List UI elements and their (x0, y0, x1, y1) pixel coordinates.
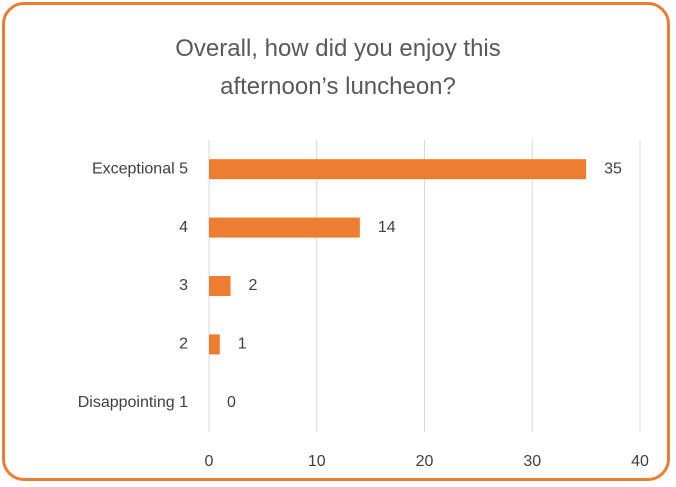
y-tick-label: Disappointing 1 (78, 394, 188, 411)
x-tick-label: 30 (523, 453, 541, 470)
bar (209, 334, 220, 355)
bar (209, 159, 587, 180)
x-tick-label: 20 (416, 453, 434, 470)
data-label: 0 (227, 394, 236, 411)
y-tick-label: 3 (179, 277, 188, 294)
bar (209, 276, 231, 296)
data-label: 35 (604, 160, 622, 177)
x-tick-label: 10 (308, 453, 326, 470)
y-tick-label: Exceptional 5 (92, 160, 188, 177)
x-tick-label: 0 (205, 453, 214, 470)
y-tick-label: 4 (179, 219, 188, 236)
data-label: 2 (249, 277, 258, 294)
data-label: 1 (238, 336, 247, 353)
bar (209, 217, 360, 238)
chart-frame (2, 2, 670, 481)
y-tick-label: 2 (179, 336, 188, 353)
data-label: 14 (378, 219, 396, 236)
x-tick-label: 40 (631, 453, 649, 470)
chart-title: Overall, how did you enjoy this afternoo… (175, 35, 501, 100)
